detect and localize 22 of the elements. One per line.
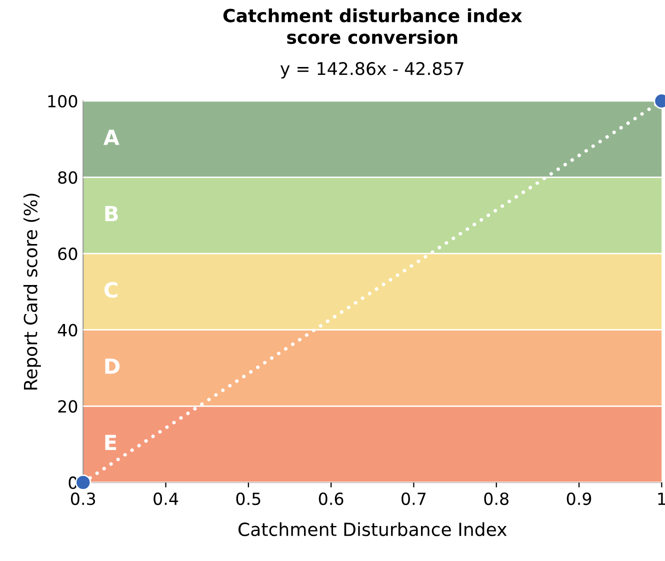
y-tick-label: 40 — [58, 324, 78, 336]
x-tick-label: 0.6 — [318, 492, 344, 506]
x-axis-title: Catchment Disturbance Index — [238, 522, 507, 536]
y-tick-label: 20 — [58, 400, 78, 413]
chart-title: Catchment disturbance index score conversion — [223, 8, 522, 44]
band-label: C — [104, 282, 118, 298]
x-tick-label: 1 — [658, 492, 665, 505]
x-tick-label: 0.9 — [566, 492, 592, 506]
y-axis-title: Report Card score (%) — [23, 194, 41, 390]
x-tick-label: 0.4 — [154, 492, 178, 506]
x-tick-label: 0.3 — [70, 492, 96, 506]
x-tick-label: 0.5 — [236, 492, 260, 506]
band-label: B — [105, 206, 118, 222]
y-tick-label: 80 — [58, 171, 78, 184]
chart-subtitle: y = 142.86x - 42.857 — [280, 62, 464, 79]
band-label: E — [105, 434, 116, 450]
x-tick-label: 0.7 — [402, 492, 426, 506]
band-label: D — [105, 358, 120, 374]
band-label: A — [103, 130, 120, 145]
x-tick-label: 0.8 — [484, 492, 508, 506]
y-tick-label: 100 — [48, 94, 78, 108]
y-tick-label: 60 — [58, 248, 78, 260]
